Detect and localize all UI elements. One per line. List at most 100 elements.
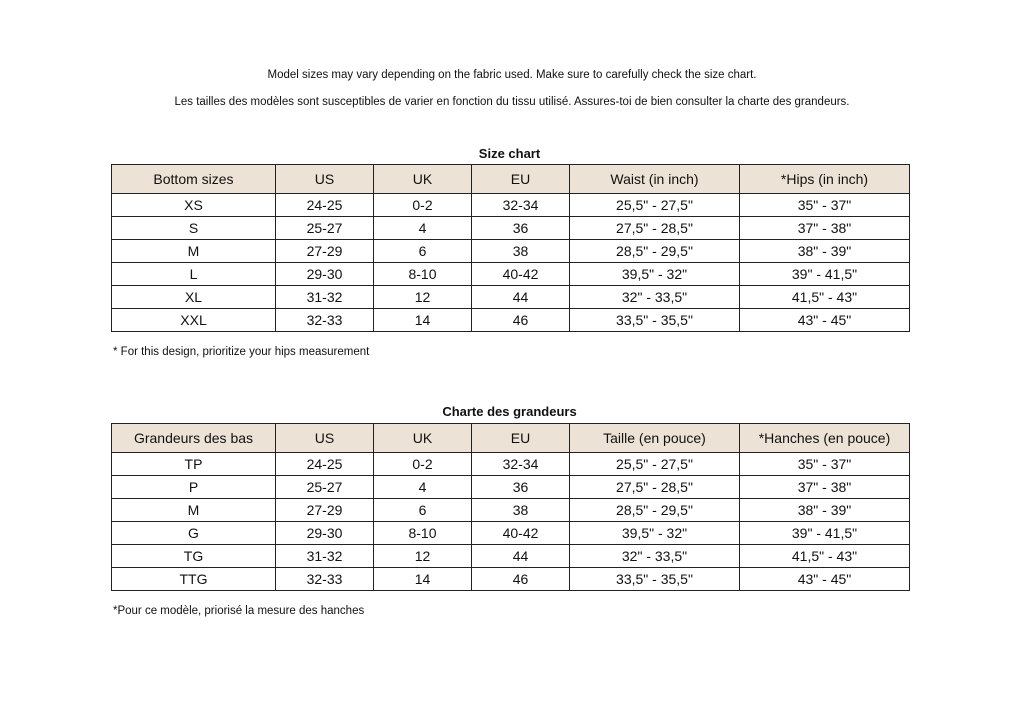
table-cell: 31-32: [275, 285, 374, 309]
table-row: G 29-30 8-10 40-42 39,5" - 32" 39" - 41,5": [111, 521, 910, 545]
table-cell: 12: [373, 285, 472, 309]
table-cell: 38" - 39": [739, 239, 910, 263]
column-header: EU: [471, 423, 570, 453]
column-header: UK: [373, 164, 472, 194]
table-cell: 4: [373, 475, 472, 499]
table-cell: 14: [373, 308, 472, 332]
table-cell: G: [111, 521, 276, 545]
table-cell: TP: [111, 452, 276, 476]
table-cell: 39,5" - 32": [569, 521, 740, 545]
table-cell: 35" - 37": [739, 452, 910, 476]
table-cell: TTG: [111, 567, 276, 591]
table-cell: 12: [373, 544, 472, 568]
table-row: TG 31-32 12 44 32" - 33,5" 41,5" - 43": [111, 544, 910, 568]
table-cell: XS: [111, 193, 276, 217]
table-cell: 8-10: [373, 521, 472, 545]
table-cell: 38: [471, 239, 570, 263]
table-row: XS 24-25 0-2 32-34 25,5" - 27,5" 35" - 37": [111, 193, 910, 217]
table-cell: 25-27: [275, 216, 374, 240]
size-chart-footnote: * For this design, prioritize your hips …: [113, 346, 370, 358]
table-cell: 32-34: [471, 452, 570, 476]
table-cell: 32-33: [275, 567, 374, 591]
size-chart-table: Bottom sizes US UK EU Waist (in inch) *Hips (…: [111, 164, 910, 332]
table-cell: 4: [373, 216, 472, 240]
table-cell: 44: [471, 285, 570, 309]
table-cell: 29-30: [275, 521, 374, 545]
header-row: Bottom sizes US UK EU Waist (in inch) *Hips (…: [111, 164, 910, 194]
table-cell: M: [111, 239, 276, 263]
table-cell: 25-27: [275, 475, 374, 499]
column-header: UK: [373, 423, 472, 453]
table-cell: 29-30: [275, 262, 374, 286]
table-cell: M: [111, 498, 276, 522]
table-cell: 6: [373, 498, 472, 522]
column-header: *Hips (in inch): [739, 164, 910, 194]
table-row: L 29-30 8-10 40-42 39,5" - 32" 39" - 41,5": [111, 262, 910, 286]
table-cell: 6: [373, 239, 472, 263]
table-cell: 28,5" - 29,5": [569, 498, 740, 522]
table-cell: 46: [471, 308, 570, 332]
table-cell: XXL: [111, 308, 276, 332]
table-cell: 40-42: [471, 521, 570, 545]
column-header: US: [275, 164, 374, 194]
table-cell: 46: [471, 567, 570, 591]
table-cell: 44: [471, 544, 570, 568]
column-header: EU: [471, 164, 570, 194]
table-row: TTG 32-33 14 46 33,5" - 35,5" 43" - 45": [111, 567, 910, 591]
table-cell: 27-29: [275, 239, 374, 263]
table-row: TP 24-25 0-2 32-34 25,5" - 27,5" 35" - 37": [111, 452, 910, 476]
table-cell: 38: [471, 498, 570, 522]
table-row: M 27-29 6 38 28,5" - 29,5" 38" - 39": [111, 498, 910, 522]
table-cell: 27,5" - 28,5": [569, 216, 740, 240]
table-cell: 41,5" - 43": [739, 285, 910, 309]
column-header: Waist (in inch): [569, 164, 740, 194]
table-cell: 25,5" - 27,5": [569, 452, 740, 476]
table-cell: 32-34: [471, 193, 570, 217]
table-cell: 41,5" - 43": [739, 544, 910, 568]
table-cell: TG: [111, 544, 276, 568]
charte-grandeurs-footnote: *Pour ce modèle, priorisé la mesure des …: [113, 605, 365, 617]
column-header: Taille (en pouce): [569, 423, 740, 453]
table-cell: 33,5" - 35,5": [569, 567, 740, 591]
table-cell: 35" - 37": [739, 193, 910, 217]
table-cell: 39,5" - 32": [569, 262, 740, 286]
table-cell: 36: [471, 475, 570, 499]
table-cell: 33,5" - 35,5": [569, 308, 740, 332]
table-cell: 27,5" - 28,5": [569, 475, 740, 499]
table-cell: 32" - 33,5": [569, 285, 740, 309]
table-cell: 32" - 33,5": [569, 544, 740, 568]
table-cell: P: [111, 475, 276, 499]
table-cell: 8-10: [373, 262, 472, 286]
table-cell: 31-32: [275, 544, 374, 568]
table-cell: XL: [111, 285, 276, 309]
charte-grandeurs-title: Charte des grandeurs: [442, 404, 577, 419]
table-cell: 24-25: [275, 193, 374, 217]
size-chart-title: Size chart: [478, 146, 541, 161]
table-cell: 37" - 38": [739, 475, 910, 499]
table-cell: S: [111, 216, 276, 240]
table-cell: 25,5" - 27,5": [569, 193, 740, 217]
table-cell: 0-2: [373, 193, 472, 217]
table-cell: 24-25: [275, 452, 374, 476]
charte-grandeurs-table: Grandeurs des bas US UK EU Taille (en pouce)…: [111, 423, 910, 591]
table-cell: 40-42: [471, 262, 570, 286]
table-cell: 32-33: [275, 308, 374, 332]
table-row: S 25-27 4 36 27,5" - 28,5" 37" - 38": [111, 216, 910, 240]
table-cell: 27-29: [275, 498, 374, 522]
table-cell: 43" - 45": [739, 567, 910, 591]
table-cell: 39" - 41,5": [739, 262, 910, 286]
table-row: XL 31-32 12 44 32" - 33,5" 41,5" - 43": [111, 285, 910, 309]
table-cell: 38" - 39": [739, 498, 910, 522]
column-header: Grandeurs des bas: [111, 423, 276, 453]
table-cell: 0-2: [373, 452, 472, 476]
table-cell: 14: [373, 567, 472, 591]
column-header: Bottom sizes: [111, 164, 276, 194]
table-row: M 27-29 6 38 28,5" - 29,5" 38" - 39": [111, 239, 910, 263]
column-header: US: [275, 423, 374, 453]
table-cell: 36: [471, 216, 570, 240]
table-row: P 25-27 4 36 27,5" - 28,5" 37" - 38": [111, 475, 910, 499]
note-english: Model sizes may vary depending on the fa…: [267, 69, 757, 81]
table-cell: 43" - 45": [739, 308, 910, 332]
header-row: Grandeurs des bas US UK EU Taille (en pouce)…: [111, 423, 910, 453]
